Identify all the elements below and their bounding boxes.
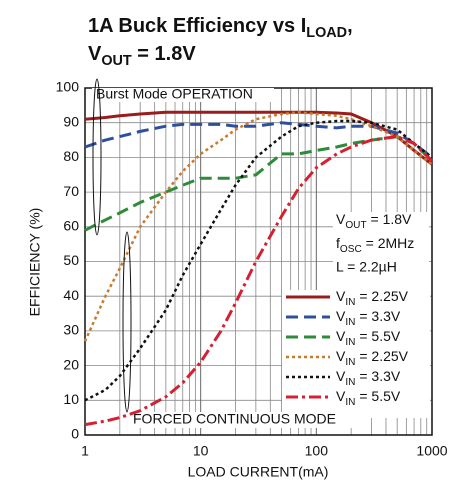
- annotation: fOSC = 2MHz: [336, 235, 414, 255]
- chart-title: VOUT = 1.8V: [88, 43, 196, 69]
- x-tick-label: 10: [193, 443, 209, 459]
- annotation: Burst Mode OPERATION: [96, 86, 253, 102]
- annotation-bg: [92, 88, 274, 102]
- legend-bg: [282, 290, 430, 418]
- x-tick-label: 1: [81, 443, 89, 459]
- y-tick-label: 60: [63, 218, 79, 234]
- x-axis-label: LOAD CURRENT(mA): [188, 464, 329, 480]
- legend-label: VIN = 5.5V: [336, 388, 401, 408]
- series-line: [84, 119, 433, 402]
- y-tick-label: 0: [71, 426, 79, 442]
- y-tick-label: 80: [63, 148, 79, 164]
- chart-title: 1A Buck Efficiency vs ILOAD,: [88, 15, 353, 41]
- annotation: FORCED CONTINUOUS MODE: [133, 411, 336, 427]
- series-line: [83, 111, 433, 342]
- series-line: [84, 135, 434, 427]
- y-tick-label: 10: [63, 391, 79, 407]
- annotation: VOUT = 1.8V: [336, 211, 412, 231]
- annotation-bg: [333, 212, 429, 290]
- legend-label: VIN = 3.3V: [336, 308, 401, 328]
- x-tick-label: 100: [305, 443, 329, 459]
- y-tick-label: 40: [63, 287, 79, 303]
- y-tick-label: 30: [63, 322, 79, 338]
- x-tick-label: 1000: [416, 443, 447, 459]
- group-ellipse: [122, 231, 132, 413]
- group-ellipse: [92, 78, 102, 236]
- y-tick-label: 70: [63, 183, 79, 199]
- y-axis-label: EFFICIENCY (%): [27, 208, 43, 317]
- legend-label: VIN = 3.3V: [336, 368, 401, 388]
- series-line: [84, 121, 433, 159]
- annotation: L = 2.2µH: [336, 259, 397, 275]
- legend-label: VIN = 2.25V: [336, 348, 409, 368]
- y-tick-label: 90: [63, 113, 79, 129]
- y-tick-label: 50: [63, 252, 79, 268]
- y-tick-label: 20: [63, 356, 79, 372]
- y-tick-label: 100: [56, 79, 80, 95]
- legend-label: VIN = 2.25V: [336, 288, 409, 308]
- legend-label: VIN = 5.5V: [336, 328, 401, 348]
